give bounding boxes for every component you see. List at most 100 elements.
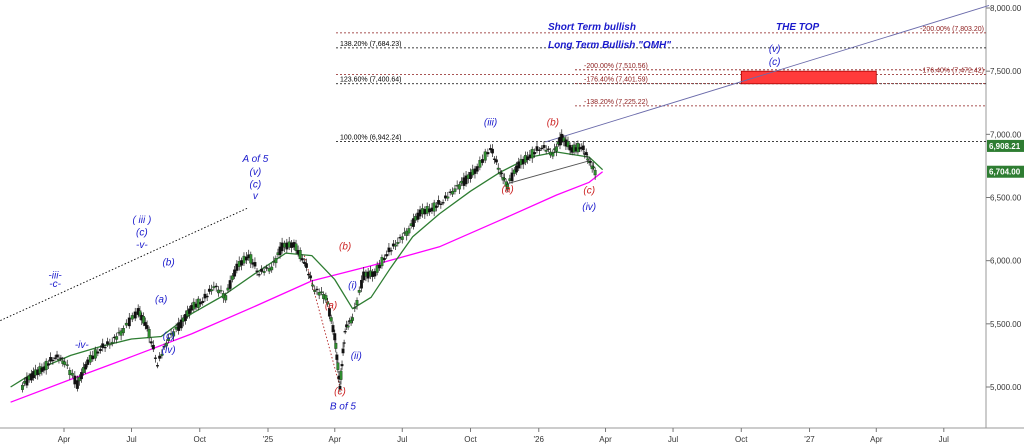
price-candle	[464, 175, 468, 185]
price-candle	[212, 286, 216, 289]
price-candle	[25, 376, 29, 386]
price-candle	[183, 314, 187, 322]
price-candle	[287, 241, 291, 248]
price-candle	[73, 375, 77, 385]
price-candle	[439, 203, 443, 205]
price-candle	[562, 137, 566, 142]
price-candle	[164, 342, 168, 347]
moving-average-long-line	[10, 171, 604, 403]
price-candle	[179, 319, 183, 329]
price-candle	[93, 349, 97, 359]
price-candle	[341, 348, 345, 354]
price-candle	[86, 359, 90, 365]
price-candle	[145, 325, 149, 329]
price-candle	[535, 146, 539, 151]
price-candle	[167, 337, 171, 341]
price-candle	[96, 351, 100, 354]
price-candle	[260, 268, 264, 272]
price-candle	[387, 247, 391, 253]
price-candle	[319, 291, 323, 293]
price-candle	[44, 360, 48, 370]
fib-level-label: 123.60% (7,400.64)	[340, 77, 402, 84]
x-tick-label: Jul	[126, 435, 136, 444]
price-candle	[101, 343, 105, 348]
price-candle	[315, 288, 319, 291]
price-candle	[294, 243, 298, 251]
price-candle	[331, 325, 335, 333]
wave-label: -c-	[49, 279, 61, 290]
wave-label: (c)	[250, 179, 262, 190]
price-candle	[503, 177, 507, 180]
price-candle	[407, 228, 411, 234]
price-candle	[394, 244, 398, 247]
wave-label: (b)	[162, 258, 174, 269]
price-candle	[217, 289, 221, 294]
price-candle	[385, 254, 389, 257]
wave-label: -iii-	[48, 270, 62, 281]
price-candle	[333, 333, 337, 341]
wave-label: (a)	[155, 294, 167, 305]
wave-label: (c)	[583, 186, 595, 197]
y-axis-ticks: 5,000.00 5,500.00 6,000.00 6,500.00 7,000.00…	[986, 4, 1022, 392]
price-candle	[334, 342, 338, 349]
price-candle	[283, 243, 286, 248]
price-candle	[566, 141, 570, 148]
price-candle	[80, 372, 83, 380]
price-candle	[528, 154, 532, 159]
moving-average-tag-box	[987, 165, 1024, 178]
price-candle	[360, 279, 363, 289]
x-tick-label: Apr	[599, 435, 612, 444]
price-candle	[335, 354, 339, 360]
price-candle	[389, 250, 393, 252]
x-tick-label: Oct	[735, 435, 748, 444]
price-candle	[494, 159, 498, 163]
price-candle	[230, 275, 234, 280]
the-top-text: THE TOP	[776, 22, 819, 33]
trendline-2	[0, 207, 249, 322]
wave-label: B of 5	[330, 402, 357, 413]
price-candle	[274, 258, 278, 264]
moving-average-tag: 6,704.00	[987, 165, 1024, 178]
y-tick-label: 7,500.00	[990, 67, 1022, 76]
x-tick-label: Jul	[397, 435, 407, 444]
wave-label: (v)	[769, 44, 781, 55]
price-candle	[188, 308, 191, 314]
price-candle	[253, 262, 257, 267]
price-candle	[311, 284, 315, 287]
price-candle	[133, 311, 137, 319]
price-candle	[233, 269, 237, 277]
price-candle	[546, 148, 550, 150]
price-candle	[130, 315, 134, 320]
price-candle	[121, 328, 125, 334]
x-tick-label: Apr	[58, 435, 71, 444]
wave-label: (ii)	[351, 351, 362, 362]
wave-label: (iv)	[162, 345, 176, 356]
price-candle	[244, 256, 248, 261]
price-candle	[537, 149, 541, 151]
fib-level-label: 100.00% (6,942.24)	[340, 135, 402, 142]
x-tick-label: Jul	[668, 435, 678, 444]
price-candle	[237, 261, 241, 267]
price-candle	[115, 336, 119, 340]
price-candle	[496, 167, 500, 170]
x-tick-label: Jul	[939, 435, 949, 444]
price-candle	[437, 200, 441, 205]
wave-label: (c)	[769, 57, 781, 68]
fib-level-label: -176.40% (7,472.42)	[920, 68, 984, 75]
price-candle	[313, 290, 317, 292]
price-candle	[434, 205, 438, 208]
price-candle	[91, 355, 95, 360]
y-tick-label: 8,000.00	[990, 4, 1022, 13]
wave-label: -v-	[136, 240, 148, 251]
price-candle	[491, 148, 494, 154]
wave-label: v	[253, 191, 259, 202]
price-candle	[353, 307, 357, 309]
price-candle	[255, 270, 259, 272]
price-candle	[302, 261, 306, 264]
last-price-tag: 6,908.21	[987, 139, 1024, 152]
price-candle	[156, 365, 159, 367]
price-candle	[329, 317, 333, 322]
trendline-1	[545, 5, 990, 143]
price-candle	[249, 254, 253, 264]
price-candle	[581, 145, 585, 151]
